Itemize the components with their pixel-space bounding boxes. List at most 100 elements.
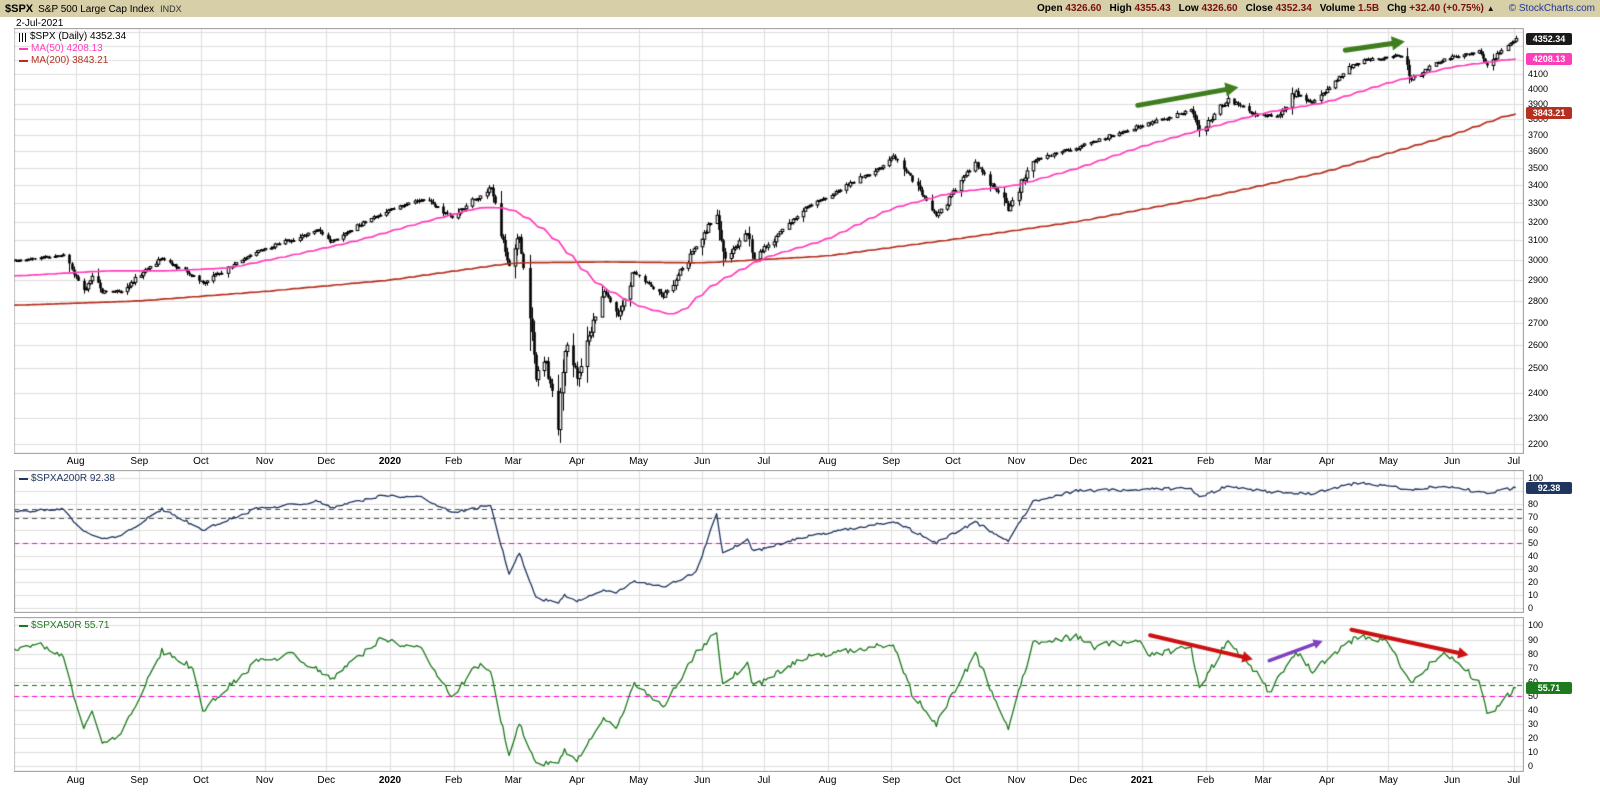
x-axis-label: Jul xyxy=(757,775,771,786)
a50r-legend-row: $SPXA50R 55.71 xyxy=(19,620,109,632)
x-axis-label: Dec xyxy=(1069,775,1088,786)
y-axis-label: 3100 xyxy=(1528,235,1549,246)
a200r-legend-row: $SPXA200R 92.38 xyxy=(19,473,115,485)
y-axis-label: 70 xyxy=(1528,511,1539,522)
x-axis-label: Apr xyxy=(569,775,585,786)
y-axis-label: 2500 xyxy=(1528,363,1549,374)
y-axis-label: 3500 xyxy=(1528,163,1549,174)
y-axis-label: 2800 xyxy=(1528,295,1549,306)
y-axis-label: 0 xyxy=(1528,602,1534,613)
spx-legend-row: $SPX (Daily) 4352.34 xyxy=(19,31,126,43)
x-axis-months-bottom: Aug Sep Oct Nov Dec 2020 Feb Mar Apr May Jun Jul Aug… xyxy=(0,773,1600,788)
x-axis-label: Oct xyxy=(193,456,209,467)
high-value: 4355.43 xyxy=(1134,3,1171,14)
x-axis-label: Aug xyxy=(818,775,837,786)
x-axis-label: Jul xyxy=(1507,456,1521,467)
y-axis-label: 80 xyxy=(1528,648,1539,659)
x-axis-label: Jun xyxy=(1444,775,1461,786)
x-axis-label: 2021 xyxy=(1130,456,1153,467)
close-label: Close xyxy=(1245,3,1273,14)
y-axis-label: 90 xyxy=(1528,485,1539,496)
y-axis-label: 3600 xyxy=(1528,146,1549,157)
y-axis-label: 20 xyxy=(1528,733,1539,744)
x-axis-label: 2021 xyxy=(1130,775,1153,786)
a200r-legend: $SPXA200R 92.38 xyxy=(19,473,115,485)
volume-value: 1.5B xyxy=(1357,3,1380,14)
x-axis-label: May xyxy=(1378,775,1398,786)
x-axis-label: Mar xyxy=(1254,775,1272,786)
y-axis-label: 90 xyxy=(1528,634,1539,645)
y-axis-label: 100 xyxy=(1528,620,1544,631)
x-axis-label: Sep xyxy=(130,775,149,786)
ma50-legend-row: MA(50) 4208.13 xyxy=(19,43,126,55)
y-axis-label: 3700 xyxy=(1528,130,1549,141)
y-axis-label: 3800 xyxy=(1528,114,1549,125)
x-axis-label: 2020 xyxy=(378,775,402,786)
high-label: High xyxy=(1109,3,1132,14)
x-axis-label: Sep xyxy=(130,456,149,467)
y-axis-label: 2600 xyxy=(1528,340,1549,351)
x-axis-label: Feb xyxy=(1196,775,1215,786)
ma50-line-icon xyxy=(19,48,28,50)
x-axis-label: Mar xyxy=(1254,456,1272,467)
x-axis-months-top: Aug Sep Oct Nov Dec 2020 Feb Mar Apr May Jun Jul Aug… xyxy=(0,454,1600,469)
open-value: 4326.60 xyxy=(1065,3,1102,14)
last-value-box: 4352.34 xyxy=(1526,32,1572,45)
x-axis-label: Aug xyxy=(66,456,85,467)
x-axis-label: Dec xyxy=(317,775,336,786)
spx-legend-label: $SPX (Daily) 4352.34 xyxy=(30,31,127,42)
symbol: $SPX xyxy=(5,2,34,15)
a50r-line-icon xyxy=(19,625,28,627)
x-axis-label: Sep xyxy=(882,775,901,786)
y-axis-label: 2400 xyxy=(1528,387,1549,398)
x-axis-label: Feb xyxy=(445,775,463,786)
y-axis-label: 40 xyxy=(1528,705,1539,715)
quote-summary: Open 4326.60 High 4355.43 Low 4326.60 Cl… xyxy=(1029,3,1595,14)
x-axis-label: 2020 xyxy=(378,456,402,467)
x-axis-label: Jul xyxy=(1507,775,1521,786)
candlestick-icon xyxy=(19,32,27,42)
x-axis-label: May xyxy=(1378,456,1398,467)
y-axis-label: 80 xyxy=(1528,498,1539,509)
ma200-line-icon xyxy=(19,60,28,62)
y-axis-label: 3900 xyxy=(1528,98,1549,109)
quote-close: Close 4352.34 xyxy=(1246,3,1312,14)
price-panel: $SPX (Daily) 4352.34 MA(50) 4208.13 MA(2… xyxy=(14,28,1524,454)
x-axis-label: May xyxy=(629,775,648,786)
x-axis-label: Sep xyxy=(882,456,901,467)
x-axis-label: Apr xyxy=(569,456,585,467)
y-axis-label: 10 xyxy=(1528,589,1539,600)
change-label: Chg xyxy=(1387,3,1407,14)
x-axis-label: Oct xyxy=(945,456,961,467)
ma200-legend-label: MA(200) 3843.21 xyxy=(31,55,109,66)
price-chart-canvas xyxy=(14,28,1524,454)
low-value: 4326.60 xyxy=(1201,3,1238,14)
y-axis-label: 3300 xyxy=(1528,198,1549,209)
a200r-line-icon xyxy=(19,478,28,480)
quote-high: High 4355.43 xyxy=(1110,3,1171,14)
quote-low: Low 4326.60 xyxy=(1179,3,1238,14)
y-axis-label: 4000 xyxy=(1528,83,1549,94)
y-axis-label: 20 xyxy=(1528,576,1539,587)
ma50-legend-label: MA(50) 4208.13 xyxy=(31,43,103,54)
a50r-panel: $SPXA50R 55.71 xyxy=(14,617,1524,772)
ma200-legend-row: MA(200) 3843.21 xyxy=(19,55,126,67)
y-axis-label: 100 xyxy=(1528,472,1544,483)
close-value: 4352.34 xyxy=(1275,3,1312,14)
y-axis-label: 70 xyxy=(1528,662,1539,673)
x-axis-label: Aug xyxy=(66,775,85,786)
quote-volume: Volume 1.5B xyxy=(1320,3,1379,14)
x-axis-label: Nov xyxy=(1007,775,1026,786)
y-axis-label: 2200 xyxy=(1528,439,1549,450)
x-axis-label: Jun xyxy=(694,775,711,786)
stockcharts-watermark: © StockCharts.com xyxy=(1508,3,1595,14)
y-axis-label: 60 xyxy=(1528,524,1539,535)
volume-label: Volume xyxy=(1319,3,1356,14)
a200r-chart-canvas xyxy=(14,470,1524,613)
x-axis-label: Feb xyxy=(445,456,463,467)
a200r-legend-label: $SPXA200R 92.38 xyxy=(31,473,115,484)
a50r-legend: $SPXA50R 55.71 xyxy=(19,620,109,632)
last-value-box: 55.71 xyxy=(1526,681,1572,694)
x-axis-label: Mar xyxy=(504,775,522,786)
